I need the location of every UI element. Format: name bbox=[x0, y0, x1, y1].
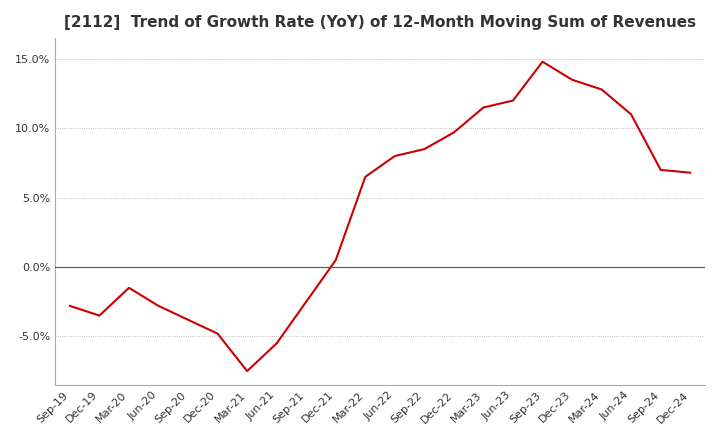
Title: [2112]  Trend of Growth Rate (YoY) of 12-Month Moving Sum of Revenues: [2112] Trend of Growth Rate (YoY) of 12-… bbox=[64, 15, 696, 30]
